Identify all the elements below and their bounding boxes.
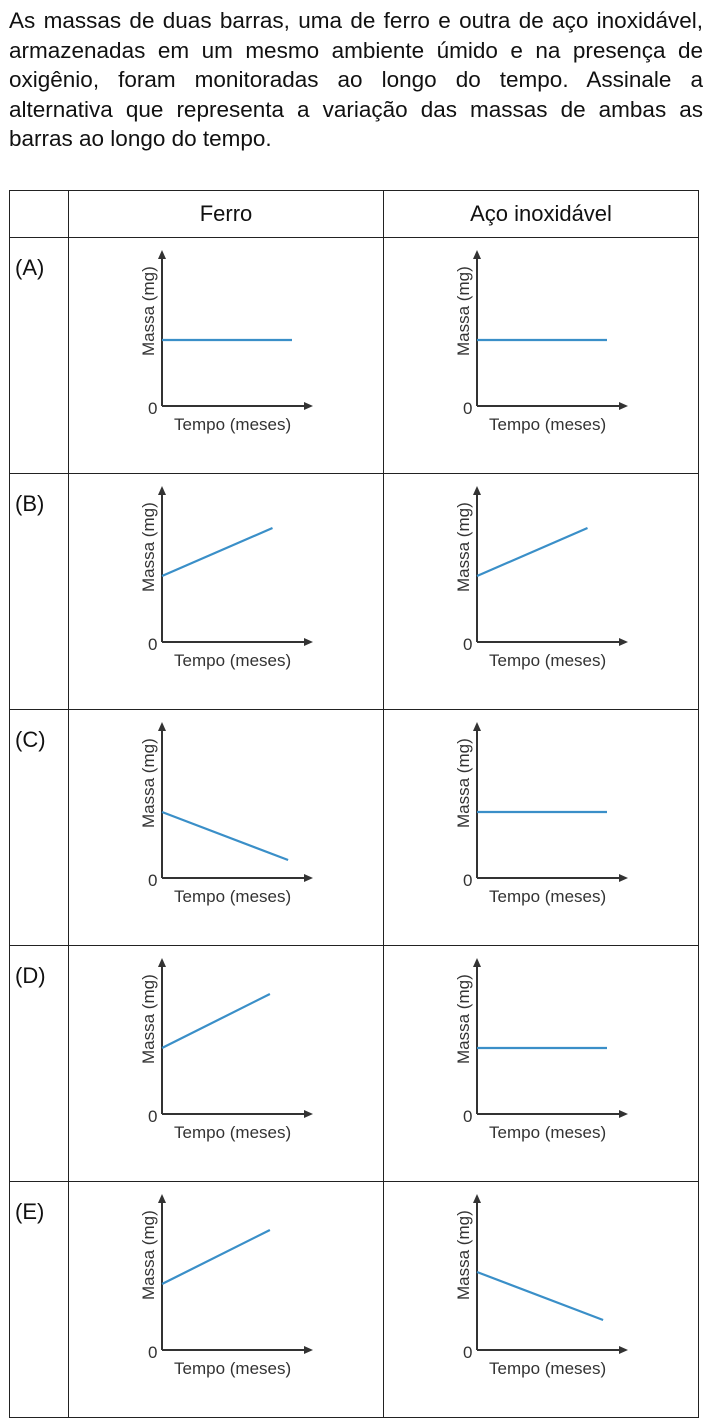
chart-aco-c: 0 Tempo (meses) Massa (mg): [454, 722, 628, 906]
x-axis-arrow: [304, 1346, 313, 1354]
chart-cell-ferro: 0 Tempo (meses) Massa (mg): [68, 473, 384, 710]
y-axis-label: Massa (mg): [139, 974, 158, 1064]
origin-label: 0: [463, 871, 472, 890]
origin-label: 0: [148, 635, 157, 654]
origin-label: 0: [463, 399, 472, 418]
origin-label: 0: [463, 1343, 472, 1362]
mass-series-line: [161, 1229, 271, 1285]
x-axis-arrow: [304, 1110, 313, 1118]
x-axis-label: Tempo (meses): [489, 1123, 606, 1142]
y-axis-arrow: [473, 250, 481, 259]
y-axis-label: Massa (mg): [454, 738, 473, 828]
y-axis-label: Massa (mg): [454, 502, 473, 592]
chart-ferro-e: 0 Tempo (meses) Massa (mg): [139, 1194, 313, 1378]
chart-ferro-b: 0 Tempo (meses) Massa (mg): [139, 486, 313, 670]
option-letter: (A): [15, 255, 45, 280]
x-axis-arrow: [304, 402, 313, 410]
table-header-row: Ferro Aço inoxidável: [9, 190, 699, 238]
y-axis-arrow: [158, 486, 166, 495]
x-axis-label: Tempo (meses): [174, 887, 291, 906]
x-axis-label: Tempo (meses): [174, 1123, 291, 1142]
x-axis-arrow: [619, 1346, 628, 1354]
mass-series-line: [161, 526, 273, 578]
origin-label: 0: [148, 1107, 157, 1126]
x-axis-label: Tempo (meses): [489, 651, 606, 670]
y-axis-label: Massa (mg): [139, 502, 158, 592]
chart-cell-ferro: 0 Tempo (meses) Massa (mg): [68, 709, 384, 946]
y-axis-label: Massa (mg): [454, 974, 473, 1064]
y-axis-arrow: [158, 250, 166, 259]
chart-aco-e: 0 Tempo (meses) Massa (mg): [454, 1194, 628, 1378]
y-axis-arrow: [158, 1194, 166, 1203]
option-letter-cell: (A): [9, 237, 69, 474]
x-axis-label: Tempo (meses): [174, 1359, 291, 1378]
option-letter: (C): [15, 727, 46, 752]
option-letter-cell: (E): [9, 1181, 69, 1418]
chart-cell-aco: 0 Tempo (meses) Massa (mg): [383, 945, 699, 1182]
x-axis-label: Tempo (meses): [174, 651, 291, 670]
x-axis-arrow: [619, 402, 628, 410]
chart-cell-ferro: 0 Tempo (meses) Massa (mg): [68, 945, 384, 1182]
y-axis-arrow: [473, 958, 481, 967]
x-axis-label: Tempo (meses): [174, 415, 291, 434]
header-empty: [9, 190, 69, 238]
y-axis-label: Massa (mg): [139, 738, 158, 828]
y-axis-arrow: [473, 486, 481, 495]
option-letter-cell: (B): [9, 473, 69, 710]
origin-label: 0: [148, 1343, 157, 1362]
mass-series-line: [161, 993, 271, 1049]
option-letter: (D): [15, 963, 46, 988]
y-axis-label: Massa (mg): [454, 1210, 473, 1300]
chart-aco-a: 0 Tempo (meses) Massa (mg): [454, 250, 628, 434]
chart-cell-aco: 0 Tempo (meses) Massa (mg): [383, 237, 699, 474]
chart-aco-b: 0 Tempo (meses) Massa (mg): [454, 486, 628, 670]
x-axis-label: Tempo (meses): [489, 1359, 606, 1378]
option-row-c: (C) 0 Tempo (meses) Massa (mg) 0 Tempo (mes…: [9, 709, 699, 946]
y-axis-arrow: [158, 958, 166, 967]
option-letter-cell: (D): [9, 945, 69, 1182]
chart-cell-ferro: 0 Tempo (meses) Massa (mg): [68, 1181, 384, 1418]
y-axis-arrow: [158, 722, 166, 731]
y-axis-label: Massa (mg): [139, 1210, 158, 1300]
header-ferro: Ferro: [68, 190, 384, 238]
mass-series-line: [476, 526, 588, 578]
option-row-a: (A) 0 Tempo (meses) Massa (mg) 0 Tempo (mes…: [9, 237, 699, 474]
origin-label: 0: [463, 635, 472, 654]
origin-label: 0: [148, 871, 157, 890]
option-letter: (B): [15, 491, 45, 516]
option-row-e: (E) 0 Tempo (meses) Massa (mg) 0 Tempo (mes…: [9, 1181, 699, 1418]
header-aco-inoxidavel: Aço inoxidável: [383, 190, 699, 238]
option-letter: (E): [15, 1199, 45, 1224]
x-axis-arrow: [619, 638, 628, 646]
mass-series-line: [476, 1270, 604, 1322]
chart-cell-ferro: 0 Tempo (meses) Massa (mg): [68, 237, 384, 474]
x-axis-arrow: [619, 1110, 628, 1118]
origin-label: 0: [463, 1107, 472, 1126]
chart-ferro-c: 0 Tempo (meses) Massa (mg): [139, 722, 313, 906]
x-axis-label: Tempo (meses): [489, 887, 606, 906]
question-text: As massas de duas barras, uma de ferro e…: [9, 8, 703, 152]
x-axis-arrow: [304, 874, 313, 882]
chart-ferro-d: 0 Tempo (meses) Massa (mg): [139, 958, 313, 1142]
chart-cell-aco: 0 Tempo (meses) Massa (mg): [383, 709, 699, 946]
option-row-d: (D) 0 Tempo (meses) Massa (mg) 0 Tempo (mes…: [9, 945, 699, 1182]
option-letter-cell: (C): [9, 709, 69, 946]
x-axis-label: Tempo (meses): [489, 415, 606, 434]
chart-cell-aco: 0 Tempo (meses) Massa (mg): [383, 1181, 699, 1418]
chart-aco-d: 0 Tempo (meses) Massa (mg): [454, 958, 628, 1142]
x-axis-arrow: [304, 638, 313, 646]
y-axis-label: Massa (mg): [139, 266, 158, 356]
chart-ferro-a: 0 Tempo (meses) Massa (mg): [139, 250, 313, 434]
origin-label: 0: [148, 399, 157, 418]
y-axis-label: Massa (mg): [454, 266, 473, 356]
option-row-b: (B) 0 Tempo (meses) Massa (mg) 0 Tempo (mes…: [9, 473, 699, 710]
y-axis-arrow: [473, 1194, 481, 1203]
mass-series-line: [161, 810, 289, 862]
y-axis-arrow: [473, 722, 481, 731]
chart-cell-aco: 0 Tempo (meses) Massa (mg): [383, 473, 699, 710]
x-axis-arrow: [619, 874, 628, 882]
options-table: Ferro Aço inoxidável (A) 0 Tempo (meses) M…: [9, 190, 699, 1418]
